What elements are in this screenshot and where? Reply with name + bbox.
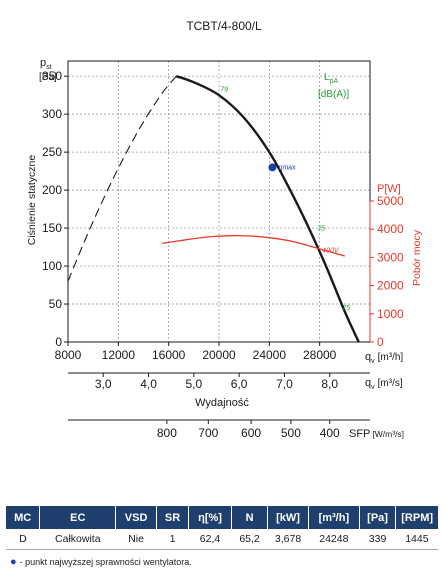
right-tick-label: 5000 (377, 194, 404, 208)
left-axis-label-sub: st (46, 64, 52, 71)
sound-label-l: L (324, 72, 330, 83)
right-tick-label: 0 (377, 335, 384, 349)
left-tick-label: 350 (42, 69, 62, 83)
x-flow-s-tick-label: 6,0 (231, 377, 248, 391)
sfp-tick-label: 800 (157, 426, 177, 440)
left-axis-label-p: p (40, 57, 46, 69)
x-axis-flow-s-sub: v (371, 384, 375, 391)
spec-cell: 65,2 (231, 529, 268, 550)
spec-header-cell: [RPM] (395, 506, 438, 529)
sound-level-marker: 79 (220, 86, 228, 93)
optimum-point (268, 163, 277, 172)
pressure-curve-unstable (67, 75, 177, 282)
spec-table-header: MC EC VSD SR η[%] N [kW] [m³/h] [Pa] [RP… (6, 506, 438, 529)
x-axis-flow-s-ticks: 3,0 4,0 5,0 6,0 7,0 8,0 (95, 373, 338, 391)
spec-cell: 24248 (308, 529, 360, 550)
x-axis-flow-unit: [m³/h] (378, 352, 404, 363)
spec-cell: D (6, 529, 40, 550)
x-flow-s-tick-label: 5,0 (185, 377, 202, 391)
left-axis-rotated-label: Ciśnienie statyczne (26, 155, 38, 246)
spec-cell: Nie (115, 529, 157, 550)
sfp-axis-name: SFP (349, 428, 370, 440)
x-axis-flow-q: q (365, 351, 371, 363)
right-tick-label: 1000 (377, 307, 404, 321)
x-flow-s-tick-label: 3,0 (95, 377, 112, 391)
x-flow-tick-label: 12000 (102, 348, 136, 362)
spec-cell: 3,678 (267, 529, 309, 550)
power-curve-label: 400V (322, 247, 340, 254)
spec-table: MC EC VSD SR η[%] N [kW] [m³/h] [Pa] [RP… (6, 506, 438, 550)
optimum-point-icon: ● (10, 556, 17, 568)
left-axis-ticks: 0 50 100 150 200 250 300 350 (42, 69, 68, 349)
x-flow-s-tick-label: 7,0 (276, 377, 293, 391)
x-flow-s-tick-label: 8,0 (321, 377, 338, 391)
x-axis-flow-sub: v (371, 358, 375, 365)
x-axis-flow-s-unit: [m³/s] (378, 378, 403, 389)
spec-header-cell: N (231, 506, 269, 529)
x-flow-tick-label: 24000 (253, 348, 287, 362)
sfp-axis-label: SFP [W/m³/s] (349, 428, 404, 440)
spec-header-cell: [kW] (267, 506, 309, 529)
x-flow-tick-label: 28000 (303, 348, 337, 362)
spec-header-cell: SR (156, 506, 190, 529)
spec-table-row: D Całkowita Nie 1 62,4 65,2 3,678 24248 … (6, 529, 438, 550)
left-tick-label: 250 (42, 145, 62, 159)
right-axis-label: P[W] (377, 183, 401, 195)
left-axis-unit: [Pa] (39, 72, 57, 83)
sound-level-marker: 75 (317, 225, 325, 232)
sfp-axis-unit: [W/m³/s] (372, 429, 404, 439)
sfp-tick-label: 400 (320, 426, 340, 440)
left-tick-label: 100 (42, 259, 62, 273)
left-tick-label: 150 (42, 221, 62, 235)
left-tick-label: 50 (49, 297, 63, 311)
spec-cell: 339 (359, 529, 396, 550)
right-tick-label: 4000 (377, 222, 404, 236)
spec-header-cell: η[%] (188, 506, 232, 529)
spec-cell: 62,4 (188, 529, 232, 550)
sound-label: LpA (324, 72, 338, 85)
footnote-text: - punkt najwyższej sprawności wentylator… (19, 557, 192, 567)
curves: 400V (67, 75, 360, 343)
sound-level-marker: 75 (342, 305, 350, 312)
spec-cell: 1445 (395, 529, 438, 550)
spec-header-cell: MC (6, 506, 41, 529)
x-axis-title: Wydajność (195, 397, 249, 409)
left-tick-label: 0 (55, 335, 62, 349)
right-axis-rotated-label: Pobór mocy (411, 229, 423, 286)
chart-title: TCBT/4-800/L (186, 19, 262, 33)
sound-label-sub: pA (330, 78, 339, 85)
sound-markers: 79 75 75 ηmax (220, 86, 350, 312)
spec-header-cell: VSD (115, 506, 157, 529)
x-axis-flow-label: qv [m³/h] (365, 351, 403, 365)
optimum-label: ηmax (278, 164, 296, 171)
right-tick-label: 3000 (377, 250, 404, 264)
sfp-tick-label: 600 (241, 426, 261, 440)
spec-header-cell: EC (39, 506, 117, 529)
x-axis-flow-ticks: 8000 12000 16000 20000 24000 28000 (55, 342, 337, 362)
sound-label-unit: [dB(A)] (318, 89, 349, 100)
x-axis-flow-s-q: q (365, 377, 371, 389)
spec-cell: 1 (156, 529, 189, 550)
footnote: ● - punkt najwyższej sprawności wentylato… (10, 556, 192, 568)
fan-performance-chart: TCBT/4-800/L pst [Pa] Ciśnienie statyczn… (26, 19, 423, 440)
pressure-curve (175, 75, 360, 343)
right-axis-ticks: 0 1000 2000 3000 4000 5000 (369, 194, 404, 349)
left-tick-label: 300 (42, 107, 62, 121)
spec-header-cell: [Pa] (359, 506, 397, 529)
sfp-tick-label: 700 (198, 426, 218, 440)
x-flow-tick-label: 20000 (202, 348, 236, 362)
right-tick-label: 2000 (377, 279, 404, 293)
x-flow-s-tick-label: 4,0 (140, 377, 157, 391)
left-tick-label: 200 (42, 183, 62, 197)
left-axis-label: pst (40, 57, 52, 71)
spec-cell: Całkowita (39, 529, 116, 550)
grid-lines (68, 61, 370, 342)
x-axis-flow-s-label: qv [m³/s] (365, 377, 403, 391)
sfp-tick-label: 500 (281, 426, 301, 440)
x-flow-tick-label: 16000 (152, 348, 186, 362)
x-flow-tick-label: 8000 (55, 348, 82, 362)
spec-header-cell: [m³/h] (308, 506, 360, 529)
power-curve-400v (162, 234, 345, 257)
sfp-axis-ticks: 800 700 600 500 400 (157, 420, 340, 440)
